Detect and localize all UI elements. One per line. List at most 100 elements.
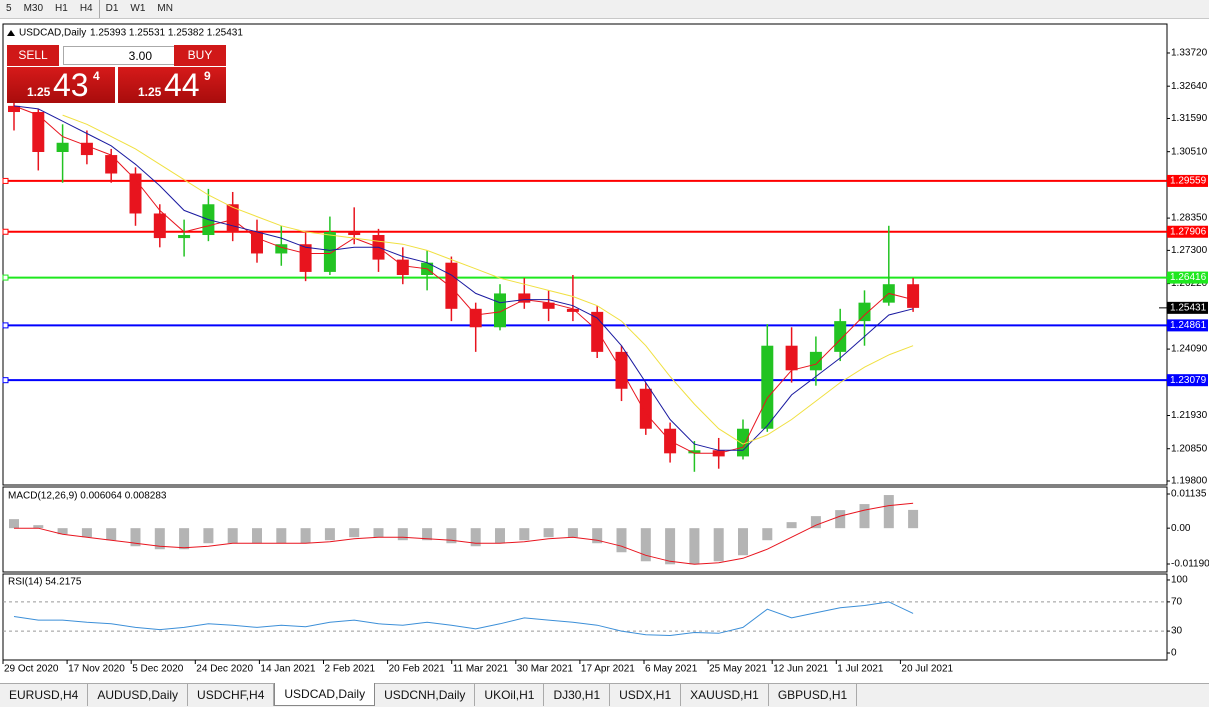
candle-body [542,302,555,309]
y-tick-label: -0.011904 [1171,559,1209,570]
price-main: 44 [164,67,200,103]
macd-bar [227,528,238,544]
buy-price[interactable]: 1.25 44 9 [118,67,226,103]
candle-body [566,308,579,312]
buy-button[interactable]: BUY [174,45,226,66]
symbol-tab[interactable]: DJ30,H1 [544,684,611,706]
candle-body [251,231,263,254]
y-tick-label: 30 [1171,626,1183,637]
macd-bar [349,528,360,538]
candle-body [688,450,701,454]
macd-bar [276,528,287,544]
x-tick-label: 5 Dec 2020 [132,664,184,675]
level-label: 1.24861 [1170,320,1207,331]
candle-body [494,293,506,328]
x-tick-label: 6 May 2021 [645,664,698,675]
macd-bar [665,528,676,565]
candle-body [178,235,191,239]
y-tick-label: 1.27300 [1171,245,1208,256]
candle-body [834,321,847,352]
macd-bar [470,528,481,547]
macd-bar [713,528,724,562]
x-tick-label: 12 Jun 2021 [773,664,828,675]
x-tick-label: 1 Jul 2021 [837,664,884,675]
macd-bar [154,528,165,550]
moving-average [62,114,914,445]
x-tick-label: 2 Feb 2021 [325,664,376,675]
level-tag [1167,225,1208,238]
lot-input[interactable]: 3.00 [63,46,175,65]
macd-bar [519,528,530,541]
macd-bar [786,522,797,529]
candle-body [348,231,361,236]
y-tick-label: 1.32640 [1171,81,1208,92]
chart-title: USDCAD,Daily [19,28,86,39]
macd-bar [738,528,748,556]
macd-bar [9,519,19,529]
main-frame [2,23,1168,486]
symbol-tab[interactable]: USDX,H1 [610,684,682,706]
macd-bar [324,528,335,541]
symbol-tab[interactable]: UKOil,H1 [475,684,545,706]
symbol-tab[interactable]: EURUSD,H4 [0,684,89,706]
level-anchor [2,322,9,329]
level-anchor [2,177,9,184]
sell-button[interactable]: SELL [7,45,59,66]
timeframe-button[interactable]: D1 [105,3,119,14]
macd-bar [835,510,846,529]
timeframe-button[interactable]: W1 [130,3,146,14]
timeframe-button[interactable]: 5 [6,3,12,14]
candle-body [56,142,69,152]
y-tick-label: 0.00 [1171,523,1191,534]
macd-bar [543,528,554,538]
y-tick-label: 1.31590 [1171,113,1208,124]
candle-body [809,351,822,371]
symbol-tab[interactable]: XAUUSD,H1 [681,684,769,706]
candle-body [445,262,458,309]
chart: MACD(12,26,9) 0.006064 0.008283 RSI(14) … [2,23,1209,675]
symbol-tab[interactable]: USDCNH,Daily [375,684,476,706]
y-tick-label: 100 [1171,575,1188,586]
candle-body [761,345,774,429]
timeframe-button[interactable]: H1 [55,3,68,14]
y-tick-label: 70 [1171,597,1183,608]
macd-bar [57,528,68,535]
x-tick-label: 14 Jan 2021 [260,664,315,675]
price-prefix: 1.25 [138,85,162,99]
macd-bar [373,528,384,538]
macd-bar [203,528,214,544]
candle-body [299,244,312,272]
price-prefix: 1.25 [27,85,51,99]
rsi-title: RSI(14) 54.2175 [8,577,82,588]
macd-bar [762,528,773,541]
candle-body [32,112,45,152]
macd-bar [883,495,894,529]
y-tick-label: 1.28350 [1171,213,1208,224]
sell-price[interactable]: 1.25 43 4 [7,67,115,103]
candle-body [153,213,166,239]
macd-bar [689,528,700,565]
level-label: 1.23079 [1170,375,1207,386]
y-tick-label: 1.19800 [1171,476,1208,487]
candle-body [518,293,531,303]
symbol-tab[interactable]: AUDUSD,Daily [88,684,189,706]
level-anchor [2,377,9,384]
y-tick-label: 0 [1171,648,1177,659]
candle-body [275,244,288,254]
y-tick-label: 1.20850 [1171,443,1208,454]
timeframe-button[interactable]: H4 [74,0,100,18]
symbol-tab[interactable]: USDCHF,H4 [188,684,275,706]
macd-frame [2,486,1168,573]
symbol-tab[interactable]: GBPUSD,H1 [769,684,858,706]
candle-body [469,308,482,328]
candle-body [105,155,118,174]
x-tick-label: 20 Feb 2021 [389,664,446,675]
timeframe-button[interactable]: MN [157,3,173,14]
moving-average [13,105,914,454]
y-tick-label: 1.33720 [1171,48,1208,59]
collapse-icon[interactable] [7,30,15,36]
macd-bar [859,504,870,529]
symbol-tab[interactable]: USDCAD,Daily [274,683,376,706]
timeframe-button[interactable]: M30 [23,3,44,14]
